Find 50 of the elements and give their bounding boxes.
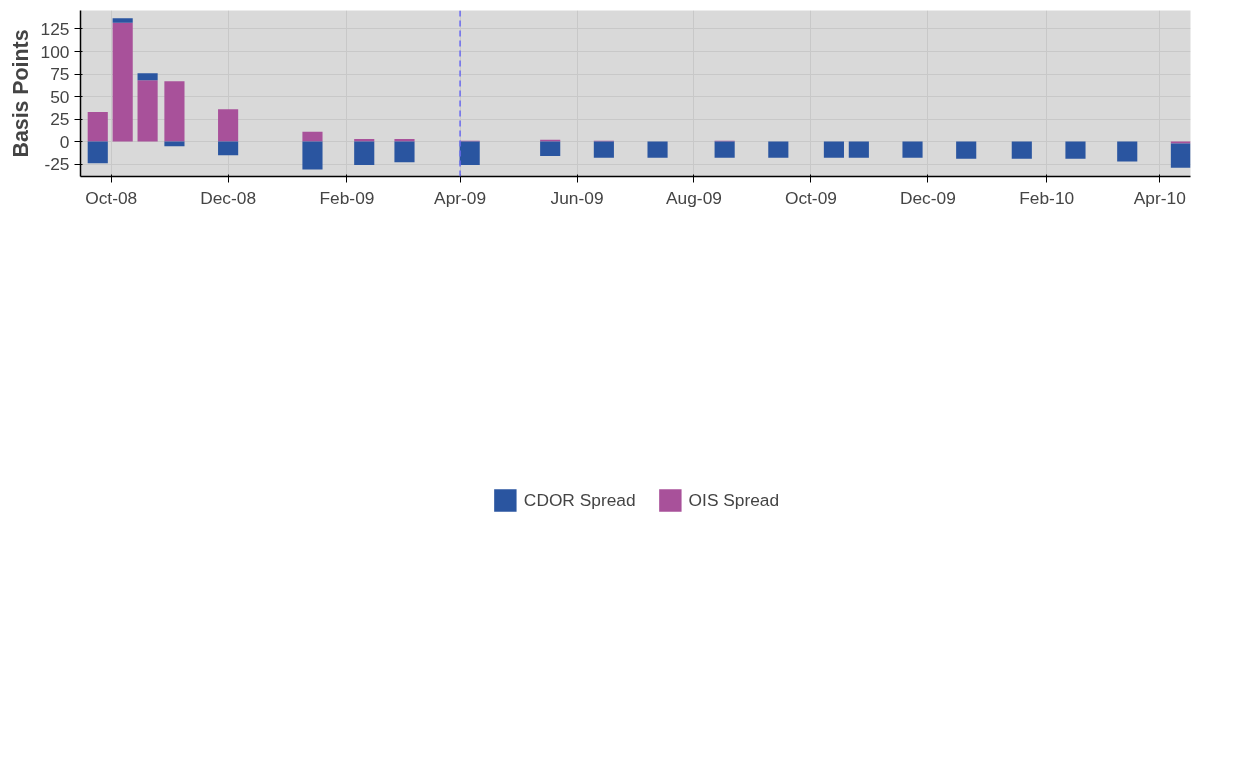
bar: [164, 81, 185, 142]
bar: [902, 141, 923, 158]
x-tick-label: Oct-08: [85, 187, 138, 208]
bar: [112, 18, 133, 23]
bar: [823, 141, 844, 158]
bar: [768, 141, 789, 158]
bar: [302, 141, 323, 170]
y-axis-title: Basis Points: [8, 29, 33, 158]
bar: [540, 141, 561, 157]
bar: [354, 138, 375, 142]
bar: [848, 141, 869, 158]
bar: [87, 141, 108, 164]
x-tick-label: Dec-08: [200, 187, 257, 208]
y-tick-label: 100: [40, 41, 70, 62]
bar: [394, 138, 415, 142]
bar: [1065, 141, 1086, 159]
y-tick-label: 75: [50, 64, 70, 85]
legend-label: CDOR Spread: [523, 489, 636, 511]
bar: [87, 111, 108, 142]
bar: [1117, 141, 1138, 162]
x-tick-label: Oct-09: [784, 187, 837, 208]
legend-label: OIS Spread: [688, 489, 780, 511]
bar: [647, 141, 668, 158]
y-tick-label: 0: [59, 131, 70, 152]
x-tick-label: Apr-10: [1133, 187, 1186, 208]
bar: [459, 141, 480, 166]
bar: [112, 22, 133, 142]
bar: [218, 141, 239, 156]
x-tick-label: Dec-09: [899, 187, 956, 208]
x-tick-label: Feb-09: [319, 187, 375, 208]
bar: [354, 141, 375, 166]
bar: [1170, 143, 1191, 168]
bar: [137, 73, 158, 81]
y-tick-label: 25: [50, 109, 70, 130]
bar: [137, 80, 158, 142]
bar: [164, 141, 185, 147]
y-tick-label: 50: [50, 86, 70, 107]
bar: [956, 141, 977, 159]
y-tick-label: 125: [40, 18, 70, 39]
bar: [394, 141, 415, 163]
bar: [302, 131, 323, 142]
x-tick-label: Aug-09: [666, 187, 722, 208]
bar: [1011, 141, 1032, 159]
x-tick-label: Feb-10: [1019, 187, 1075, 208]
y-tick-label: -25: [44, 154, 70, 175]
x-tick-label: Jun-09: [550, 187, 604, 208]
x-tick-label: Apr-09: [434, 187, 487, 208]
bar: [218, 109, 239, 142]
bar: [714, 141, 735, 158]
bar: [593, 141, 614, 158]
